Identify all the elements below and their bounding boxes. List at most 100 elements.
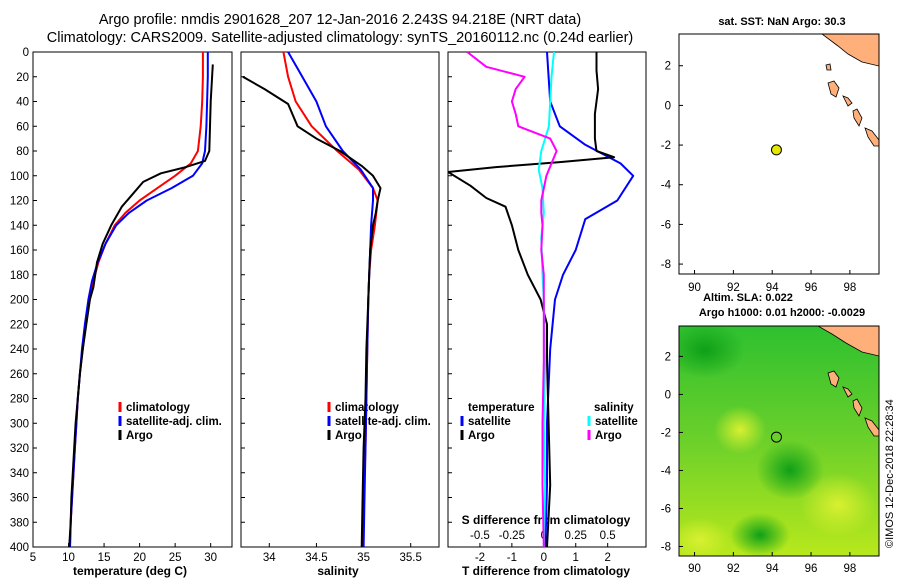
- legend-label-argo: Argo: [335, 430, 362, 442]
- depth-tick-label: 340: [10, 468, 29, 480]
- x-tick-label: 10: [62, 552, 75, 564]
- legend-label-satellite: satellite-adj. clim.: [126, 416, 222, 428]
- map-y-tick-label: 2: [665, 61, 671, 73]
- legend-label-climatology: climatology: [126, 402, 191, 414]
- map-x-tick-label: 98: [843, 282, 856, 294]
- island-icon: [842, 386, 853, 398]
- map-x-tick-label: 90: [688, 563, 701, 575]
- island-icon: [827, 370, 840, 388]
- map-y-tick-label: -6: [661, 219, 671, 231]
- island-icon: [842, 95, 853, 107]
- depth-tick-label: 380: [10, 517, 29, 529]
- depth-tick-label: 320: [10, 443, 29, 455]
- figure-title-line1: Argo profile: nmdis 2901628_207 12-Jan-2…: [99, 12, 581, 28]
- depth-tick-label: 400: [10, 542, 29, 554]
- x-tick-label: 35: [357, 552, 370, 564]
- map-x-tick-label: 96: [805, 282, 818, 294]
- map-x-tick-label: 98: [843, 563, 856, 575]
- temperature-plot-frame: [32, 51, 233, 548]
- x-tick-label: -2: [475, 552, 485, 564]
- x-tick-label: 25: [169, 552, 182, 564]
- legend-label-t-argo: Argo: [468, 430, 495, 442]
- x-tick-label: 5: [30, 552, 36, 564]
- depth-tick-label: 160: [10, 245, 29, 257]
- depth-tick-label: 60: [16, 121, 29, 133]
- sla-anomaly-low: [679, 326, 745, 378]
- salinity-series-group: [242, 52, 382, 547]
- map-y-tick-label: 0: [665, 389, 671, 401]
- legend-title-temperature: temperature: [468, 402, 534, 414]
- temperature-legend: climatology satellite-adj. clim. Argo: [118, 402, 222, 442]
- map-points: [770, 144, 782, 443]
- sst-map-frame: [678, 33, 880, 275]
- t-difference-axis-label: T difference from climatology: [462, 564, 630, 578]
- depth-tick-label: 80: [16, 146, 29, 158]
- legend-label-t-satellite: satellite: [468, 416, 511, 428]
- depth-tick-label: 300: [10, 418, 29, 430]
- temperature-argo-line: [68, 64, 214, 547]
- depth-tick-label: 200: [10, 295, 29, 307]
- island-icon: [825, 63, 832, 71]
- depth-tick-label: 20: [16, 72, 29, 84]
- temperature-axis-label: temperature (deg C): [73, 564, 187, 578]
- legend-label-climatology: climatology: [335, 402, 400, 414]
- depth-tick-label: 140: [10, 220, 29, 232]
- depth-tick-label: 240: [10, 344, 29, 356]
- salinity-satellite-adj-clim--line: [287, 52, 374, 547]
- map-y-tick-label: -8: [661, 259, 671, 271]
- map-y-tick-label: -2: [661, 140, 671, 152]
- imos-stamp: ©IMOS 12-Dec-2018 22:28:34: [884, 399, 896, 548]
- x-tick-label: 34.5: [305, 552, 327, 564]
- difference-legend: temperature satellite Argo salinity sate…: [460, 402, 638, 442]
- legend-label-argo: Argo: [126, 430, 153, 442]
- x-tick-label: 1: [573, 552, 579, 564]
- map-x-tick-label: 92: [727, 563, 740, 575]
- depth-tick-label: 100: [10, 171, 29, 183]
- map-x-tick-label: 94: [766, 282, 779, 294]
- sumatra-coast-icon: [821, 34, 879, 67]
- x-tick-label: 0: [541, 552, 547, 564]
- temperature-series-group: [68, 52, 214, 547]
- sla-anomaly-low: [756, 440, 824, 500]
- difference-t-argo-line: [448, 52, 616, 547]
- x-tick-label: 34: [263, 552, 276, 564]
- legend-label-s-argo: Argo: [595, 430, 622, 442]
- depth-tick-label: 180: [10, 270, 29, 282]
- salinity-plot-frame: [240, 51, 440, 548]
- argo-float-marker: [770, 431, 782, 443]
- argo-float-marker: [770, 144, 782, 156]
- s-difference-tick-label: -0.5: [470, 530, 490, 542]
- map-x-tick-label: 96: [805, 563, 818, 575]
- legend-title-salinity: salinity: [594, 402, 634, 414]
- figure-title-line2: Climatology: CARS2009. Satellite-adjuste…: [47, 30, 634, 46]
- depth-tick-label: 360: [10, 493, 29, 505]
- sla-anomaly-high: [714, 406, 766, 454]
- salinity-argo-line: [242, 75, 382, 547]
- sla-anomaly-high: [679, 518, 730, 556]
- depth-tick-label: 220: [10, 319, 29, 331]
- map-x-tick-label: 92: [727, 282, 740, 294]
- salinity-legend: climatology satellite-adj. clim. Argo: [327, 402, 431, 442]
- map-y-tick-label: -2: [661, 427, 671, 439]
- salinity-axis-label: salinity: [317, 564, 359, 578]
- depth-tick-label: 40: [16, 97, 29, 109]
- difference-series-group: [448, 52, 635, 547]
- s-difference-tick-label: -0.25: [499, 530, 525, 542]
- sumatra-coast-icon: [817, 326, 879, 357]
- sla-anomaly-low: [730, 513, 790, 556]
- x-tick-label: 35.5: [400, 552, 422, 564]
- sst-map-title: sat. SST: NaN Argo: 30.3: [718, 16, 845, 28]
- sst-map: [678, 33, 880, 275]
- s-difference-tick-label: 0.5: [600, 530, 616, 542]
- sla-map-title-line2: Argo h1000: 0.01 h2000: -0.0029: [699, 307, 865, 319]
- sla-map-title-line1: Altim. SLA: 0.022: [703, 292, 793, 304]
- sla-map: [678, 325, 880, 557]
- map-x-tick-label: 94: [766, 563, 779, 575]
- legend-label-s-satellite: satellite: [595, 416, 638, 428]
- sla-anomaly-high: [800, 473, 876, 537]
- map-y-tick-label: 2: [665, 351, 671, 363]
- depth-tick-label: 120: [10, 196, 29, 208]
- depth-tick-label: 0: [23, 47, 29, 59]
- x-tick-label: 2: [604, 552, 610, 564]
- legend-label-satellite: satellite-adj. clim.: [335, 416, 431, 428]
